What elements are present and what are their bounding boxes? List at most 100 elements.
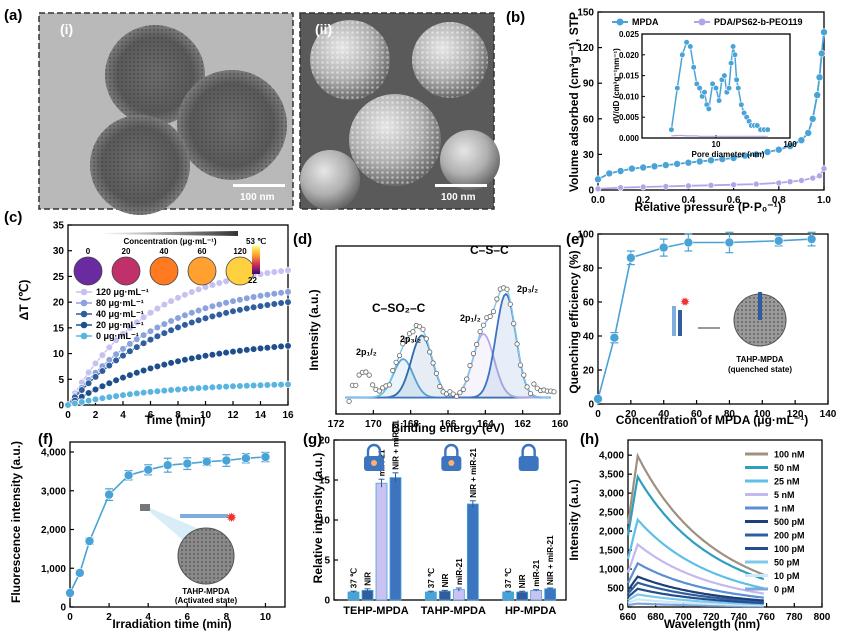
h-xtick-label: 800 (814, 612, 831, 623)
chart-c: 0 2 4 6 8 10 12 14 16 0 5 10 15 20 25 30 35 Concentration… (53, 221, 294, 422)
c-series-point (146, 327, 155, 335)
c-series-point (277, 381, 285, 389)
h-spectrum-line (627, 593, 764, 606)
d-raw-point (490, 308, 497, 315)
c-series-point (188, 309, 196, 317)
c-series-point (263, 381, 272, 389)
c-series-point (146, 336, 155, 344)
h-ylabel: Intensity (a.u.) (567, 479, 581, 560)
d-raw-point (396, 352, 403, 359)
d-raw-point (477, 328, 483, 335)
b-ytick-label: 120 (577, 43, 594, 54)
d-annot-so2-2p12: 2p₁/₂ (356, 347, 377, 357)
b-series-point (594, 175, 602, 184)
b-inset-point-mpda (693, 80, 700, 87)
b-inset-point-mpda (701, 89, 708, 96)
c-series-point (263, 301, 272, 309)
d-raw-point (470, 350, 476, 357)
c-series-point (146, 364, 155, 373)
c-series-point (167, 326, 175, 334)
c-series-point (140, 389, 148, 397)
c-series-point (140, 331, 148, 339)
c-series-point (174, 294, 182, 302)
c-series-point (140, 339, 148, 347)
f-released-probe (180, 514, 228, 518)
g-bar (530, 590, 543, 601)
d-raw-point (521, 372, 527, 378)
c-series-point (105, 361, 113, 370)
b-series-point (817, 49, 826, 58)
c-concentration-label: Concentration (μg·mL⁻¹) (123, 237, 216, 246)
c-series-point (146, 388, 155, 396)
d-raw-point (430, 360, 436, 366)
g-ytick-label: 10 (319, 516, 331, 527)
c-series-point (133, 369, 141, 377)
d-raw-point (531, 381, 537, 387)
c-series-point (284, 380, 292, 389)
c-series-point (119, 352, 127, 360)
c-series-point (250, 303, 258, 311)
c-series-point (256, 381, 265, 389)
b-series-point (639, 163, 648, 172)
c-series-point (222, 349, 230, 357)
d-raw-point (393, 359, 399, 365)
f-lamp-icon (140, 504, 150, 511)
c-legend-label: 40 μg·mL⁻¹ (96, 309, 144, 319)
c-swatch-label: 20 (122, 247, 131, 256)
c-legend-label: 80 μg·mL⁻¹ (96, 298, 144, 308)
d-xtick-label: 164 (477, 419, 494, 430)
c-series-point (119, 374, 127, 382)
h-legend-label: 500 pM (774, 517, 805, 527)
h-legend-label: 1 nM (774, 504, 795, 514)
c-series-point (263, 291, 272, 299)
b-inset-xtick-label: 10 (712, 140, 721, 149)
c-series-point (126, 324, 134, 332)
g-bar (389, 477, 402, 601)
b-legend-marker (616, 18, 624, 26)
d-xtick-label: 168 (402, 419, 419, 430)
c-legend-label: 0 μg·mL⁻¹ (96, 331, 139, 341)
b-xtick-label: 0.2 (636, 195, 650, 206)
f-ytick-label: 1,000 (41, 564, 66, 575)
g-bar-label: NIR + miR-21 (392, 420, 401, 470)
c-series-point (201, 384, 210, 392)
c-series-point (98, 382, 106, 390)
e-inset-label-1: TAHP-MPDA (736, 355, 784, 364)
f-xtick-label: 4 (145, 612, 151, 623)
c-series-point (140, 313, 148, 322)
d-raw-point (494, 296, 500, 302)
f-fluor-icon: ✹ (226, 510, 237, 525)
c-series-point (188, 384, 196, 393)
c-colorbar (252, 246, 260, 274)
b-series-point (685, 182, 692, 190)
c-series-point (270, 300, 278, 308)
b-xtick-label: 0.6 (727, 195, 741, 206)
g-bar (502, 591, 515, 601)
lock-body-icon (518, 456, 539, 471)
b-inset-point-mpda (729, 43, 737, 50)
b-inset-ytick-label: 0.005 (619, 113, 640, 122)
g-bar (375, 482, 388, 601)
c-series-point (105, 393, 113, 401)
b-inset-point-mpda (712, 84, 720, 92)
c-ytick-label: 15 (53, 323, 65, 334)
b-xtick-label: 0.4 (681, 195, 695, 206)
c-series-point (112, 392, 120, 400)
c-colorbar-min: 22 (248, 276, 257, 285)
c-series-point (167, 386, 175, 394)
g-ytick-label: 15 (319, 476, 331, 487)
d-raw-point (353, 382, 359, 388)
f-xtick-label: 10 (260, 612, 272, 623)
c-series-point (243, 382, 251, 390)
b-xlabel: Relative pressure (P·P₀⁻¹) (634, 200, 781, 214)
d-annot-csc: C–S–C (470, 243, 509, 257)
h-spectrum-line (627, 561, 764, 599)
e-point (724, 237, 735, 248)
c-series-point (112, 350, 120, 358)
f-plot-frame (69, 441, 286, 608)
b-series-point (730, 181, 737, 188)
d-raw-point (527, 390, 534, 397)
c-series-point (98, 351, 106, 359)
b-inset-ytick-label: 0.025 (619, 30, 640, 39)
c-series-point (243, 346, 251, 354)
